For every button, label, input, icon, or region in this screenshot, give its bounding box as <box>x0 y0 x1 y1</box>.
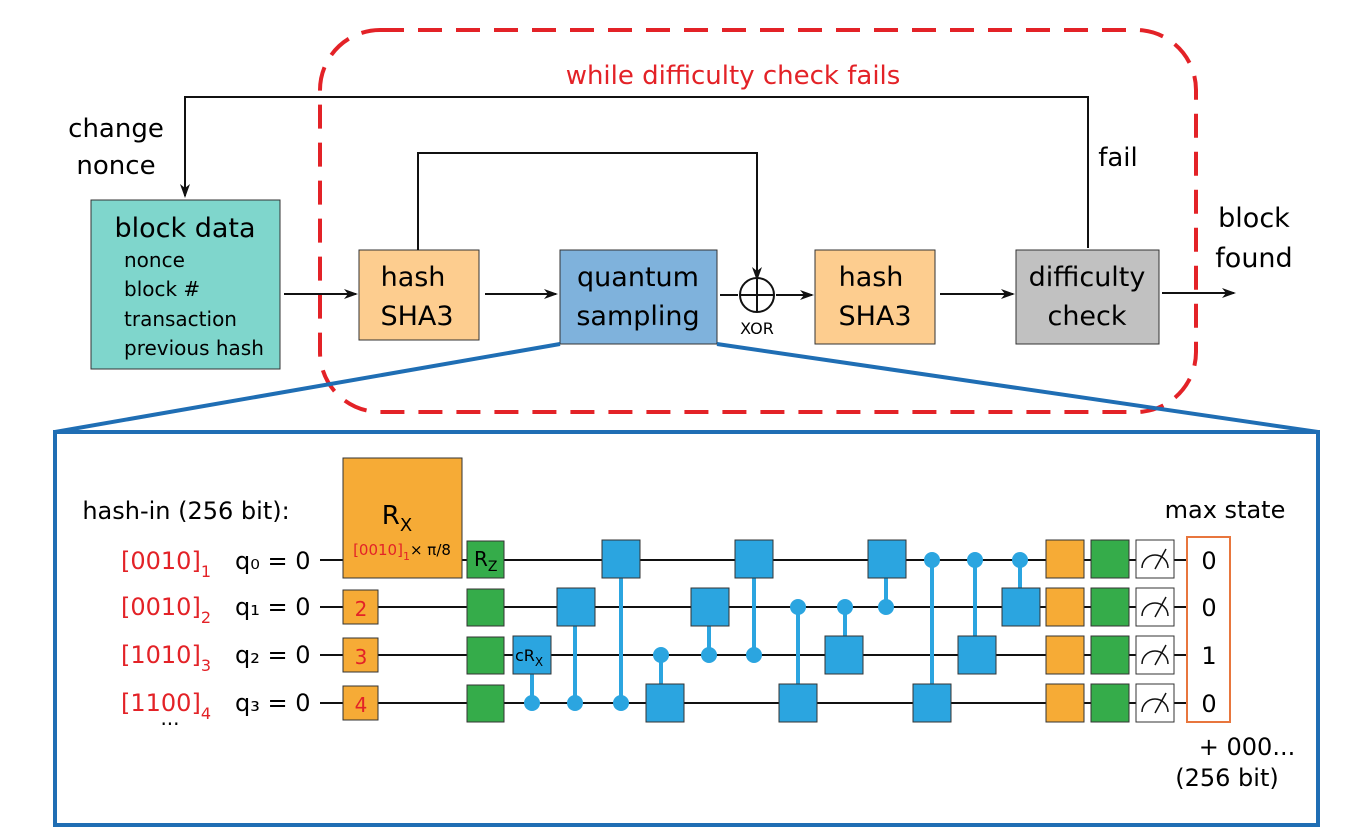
final-orange-gates <box>1045 539 1085 723</box>
block-found-line2: found <box>1215 243 1292 274</box>
hash-in-values: [0010]1 [0010]2 [1010]3 [1100]4 <box>121 547 211 723</box>
max-state-value: 1 <box>1201 642 1216 670</box>
xor-icon <box>739 277 775 313</box>
hash2-line1: hash <box>839 262 904 293</box>
block-data-box <box>90 199 281 370</box>
quantum-line1: quantum <box>577 262 699 293</box>
blue-gate <box>601 539 641 579</box>
hash-in-label: hash-in (256 bit): <box>82 497 289 525</box>
change-nonce-label: change <box>68 114 164 144</box>
measurement-icons <box>1135 539 1175 723</box>
qubit-label: q₀ = 0 <box>235 547 311 575</box>
block-data-item: block # <box>124 277 200 301</box>
quantum-line2: sampling <box>576 301 699 332</box>
meter-icon <box>1135 683 1175 723</box>
param-gate-label: 2 <box>355 597 368 621</box>
blue-gate <box>824 635 864 675</box>
blue-gate <box>867 539 907 579</box>
meter-icon <box>1135 539 1175 579</box>
difficulty-check-box <box>1015 249 1160 345</box>
zoom-line-right <box>716 342 1319 434</box>
zoom-line-left <box>54 342 561 434</box>
suffix-line2: (256 bit) <box>1175 764 1278 792</box>
blue-gate <box>957 635 997 675</box>
qubit-label: q₁ = 0 <box>235 593 311 621</box>
final-green-gates <box>1090 539 1130 723</box>
block-data-item: nonce <box>124 248 185 272</box>
param-gate-q3 <box>342 685 379 721</box>
hash-in-value: [0010]1 <box>121 547 211 581</box>
difficulty-line2: check <box>1047 301 1126 332</box>
hash-in-value: [0010]2 <box>121 593 211 627</box>
crx-gate-q2 <box>512 635 552 675</box>
qubit-label: q₃ = 0 <box>235 689 311 717</box>
loop-boundary <box>318 28 1198 414</box>
block-found-line1: block <box>1218 203 1290 234</box>
hash1-line1: hash <box>381 262 446 293</box>
difficulty-line1: difficulty <box>1029 262 1146 293</box>
rx-gate-q0 <box>342 457 463 579</box>
rx-gate-param: [0010]1× π/8 <box>353 541 451 563</box>
blue-gate <box>1001 587 1041 627</box>
rx-gate-label: RX <box>382 501 412 536</box>
block-data-title: block data <box>114 213 255 244</box>
quantum-sampling-box <box>559 249 718 345</box>
change-nonce-label-2: nonce <box>76 151 155 181</box>
max-state-value: 0 <box>1201 547 1216 575</box>
param-gate-q2 <box>342 637 379 673</box>
blue-gate <box>912 683 952 723</box>
max-state-value: 0 <box>1201 594 1216 622</box>
blue-gate <box>556 587 596 627</box>
control-dots <box>524 552 1028 711</box>
rz-gate-label: RZ <box>474 547 498 575</box>
loop-label: while difficulty check fails <box>566 61 901 91</box>
suffix-line1: + 000... <box>1199 733 1295 761</box>
green-gate <box>466 684 505 723</box>
param-gate-label: 3 <box>355 645 368 669</box>
blue-gate <box>778 683 818 723</box>
max-state-box <box>1186 536 1231 723</box>
controlled-gates <box>556 539 1041 723</box>
max-state-value: 0 <box>1201 690 1216 718</box>
crx-gate-label: cRX <box>515 646 543 669</box>
param-gate-label: 4 <box>355 693 368 717</box>
fail-feedback-line <box>180 96 1089 248</box>
hash2-line2: SHA3 <box>838 301 911 332</box>
bypass-line <box>417 152 762 281</box>
hash-in-value: [1010]3 <box>121 641 211 675</box>
fail-label: fail <box>1098 143 1138 173</box>
rz-gate-q0 <box>466 540 505 579</box>
circuit-frame <box>53 430 1320 827</box>
hash1-line2: SHA3 <box>380 301 453 332</box>
max-state-label: max state <box>1165 496 1286 524</box>
block-data-item: transaction <box>124 307 237 331</box>
green-gate <box>466 588 505 627</box>
xor-label: XOR <box>740 319 774 338</box>
blue-gate <box>734 539 774 579</box>
hash-sha3-box-2 <box>814 249 936 345</box>
block-data-item: previous hash <box>124 336 264 360</box>
green-gate <box>466 636 505 675</box>
meter-icon <box>1135 587 1175 627</box>
blue-gate <box>645 683 685 723</box>
qubit-label: q₂ = 0 <box>235 641 311 669</box>
blue-gate <box>690 587 730 627</box>
hash-sha3-box-1 <box>358 249 480 341</box>
param-gate-q1 <box>342 589 379 625</box>
meter-icon <box>1135 635 1175 675</box>
hash-in-ellipsis: ... <box>160 706 179 730</box>
control-lines <box>530 560 1022 703</box>
hash-in-value: [1100]4 <box>121 689 211 723</box>
